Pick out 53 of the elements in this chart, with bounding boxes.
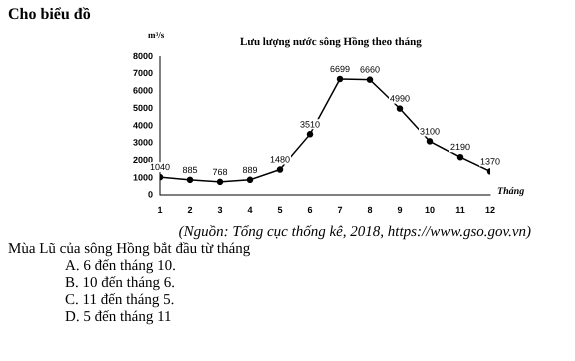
data-label: 6699 — [330, 64, 350, 74]
x-tick-label: 2 — [188, 205, 193, 216]
data-label: 889 — [242, 164, 258, 175]
x-tick-label: 10 — [424, 205, 436, 216]
point — [306, 131, 314, 138]
y-tick-label: 7000 — [132, 68, 154, 78]
data-label: 4990 — [390, 94, 410, 104]
y-tick-label: 0 — [148, 190, 154, 200]
chart-title: Cho biểu đồ — [8, 6, 91, 24]
data-label: 885 — [182, 164, 198, 175]
data-label: 3510 — [300, 119, 320, 130]
y-tick-label: 2000 — [132, 154, 154, 165]
point — [276, 166, 284, 173]
data-label: 1370 — [480, 156, 500, 166]
x-tick-label: 3 — [218, 205, 223, 216]
point — [246, 176, 254, 184]
x-tick-label: 12 — [484, 205, 496, 216]
point — [216, 178, 224, 186]
x-tick-label: 8 — [368, 205, 373, 216]
y-tick-label: 5000 — [132, 102, 154, 113]
data-label: 6660 — [360, 64, 380, 75]
x-tick-label: 7 — [338, 205, 343, 216]
x-axis-title: Tháng — [497, 186, 524, 197]
x-tick-label: 11 — [455, 205, 465, 216]
data-label: 3100 — [420, 126, 440, 136]
data-label: 1040 — [150, 162, 170, 172]
x-tick-label: 6 — [308, 205, 313, 216]
point — [426, 138, 434, 145]
text: A. 6 đến tháng 10. — [64, 258, 177, 275]
data-label: 1480 — [270, 154, 290, 165]
text: C. 11 đến tháng 5. — [64, 292, 176, 309]
data-label: 2190 — [450, 142, 470, 152]
text: D. 5 đến tháng 11 — [64, 309, 173, 326]
y-tick-label: 4000 — [132, 120, 154, 130]
text: (Nguồn: Tổng cục thống kê, 2018, https://www.gso.gov.vn) — [178, 224, 532, 241]
text: B. 10 đến tháng 6. — [64, 275, 176, 292]
x-tick-label: 9 — [398, 205, 403, 216]
y-tick-label: 8000 — [132, 50, 154, 61]
y-tick-label: 6000 — [132, 86, 154, 96]
y-tick-label: 3000 — [132, 138, 154, 148]
text: Mùa Lũ của sông Hồng bắt đầu từ tháng — [7, 241, 252, 258]
point — [396, 105, 404, 112]
y-axis-title: m³/s — [148, 30, 164, 40]
point — [366, 76, 374, 83]
point — [186, 176, 194, 184]
point — [456, 154, 464, 160]
point — [336, 76, 344, 82]
y-tick-label: 1000 — [132, 172, 154, 182]
chart-subtitle: Lưu lượng nước sông Hồng theo tháng — [240, 36, 422, 48]
x-tick-label: 1 — [158, 205, 163, 216]
x-tick-label: 4 — [248, 205, 253, 216]
data-label: 768 — [212, 166, 228, 177]
x-tick-label: 5 — [278, 205, 283, 216]
